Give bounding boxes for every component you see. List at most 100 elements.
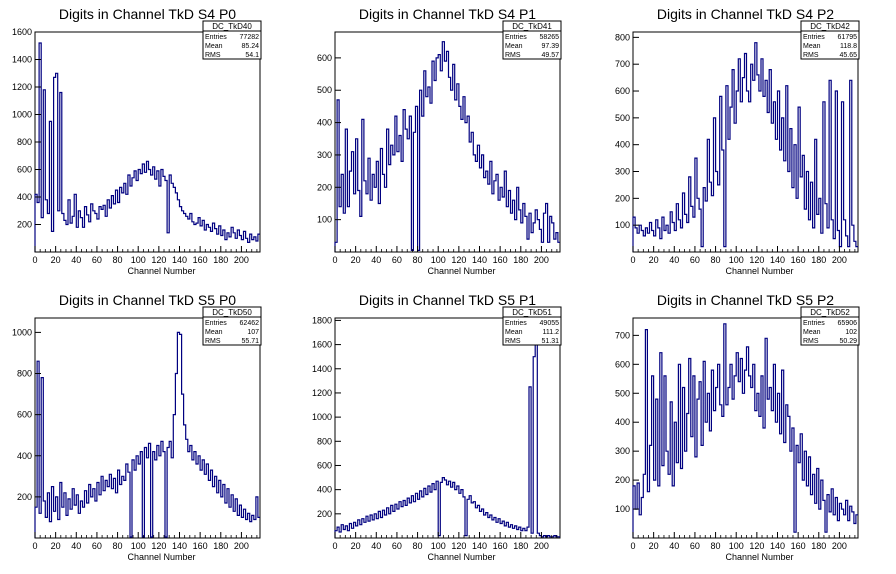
y-tick-label: 400 <box>17 192 32 202</box>
x-tick-label: 60 <box>92 255 102 265</box>
x-tick-label: 140 <box>172 255 187 265</box>
stats-entries-value: 62462 <box>240 320 260 327</box>
stats-mean-value: 102 <box>845 329 857 336</box>
x-axis-label: Channel Number <box>725 266 793 276</box>
x-tick-label: 0 <box>630 255 635 265</box>
x-tick-label: 180 <box>811 541 826 551</box>
x-axis-label: Channel Number <box>725 552 793 562</box>
stats-entries-label: Entries <box>803 34 825 41</box>
y-tick-label: 600 <box>317 53 332 63</box>
x-tick-label: 180 <box>213 255 228 265</box>
x-tick-label: 100 <box>431 255 446 265</box>
x-tick-label: 80 <box>413 541 423 551</box>
x-tick-label: 100 <box>131 255 146 265</box>
x-axis-label: Channel Number <box>427 552 495 562</box>
stats-box: DC_TkD42 Entries 61795 Mean 118.8 RMS 45.65 <box>800 20 860 60</box>
x-tick-label: 0 <box>332 255 337 265</box>
stats-rms-value: 54.1 <box>245 52 259 59</box>
x-tick-label: 180 <box>513 255 528 265</box>
stats-rms-label: RMS <box>205 52 221 59</box>
x-tick-label: 0 <box>32 541 37 551</box>
panel-title: Digits in Channel TkD S5 P1 <box>359 292 536 308</box>
y-tick-label: 100 <box>317 215 332 225</box>
histogram-series-line <box>334 341 560 538</box>
y-tick-label: 600 <box>17 165 32 175</box>
x-tick-label: 140 <box>472 255 487 265</box>
stats-mean-label: Mean <box>205 43 223 50</box>
stats-entries-value: 61795 <box>838 34 858 41</box>
x-tick-label: 0 <box>332 541 337 551</box>
histogram-panel-5: Digits in Channel TkD S5 P1 0 20 40 60 80 100 1… <box>312 292 562 562</box>
x-tick-label: 160 <box>493 255 508 265</box>
x-tick-label: 200 <box>832 255 847 265</box>
stats-rms-label: RMS <box>803 338 819 345</box>
stats-mean-value: 97.39 <box>541 43 559 50</box>
stats-rms-label: RMS <box>505 52 521 59</box>
x-tick-label: 160 <box>193 541 208 551</box>
x-tick-label: 80 <box>113 255 123 265</box>
y-tick-label: 1600 <box>312 340 332 350</box>
x-tick-label: 40 <box>71 541 81 551</box>
plot-frame <box>334 317 561 539</box>
panel-title: Digits in Channel TkD S4 P2 <box>657 6 834 22</box>
stats-entries-label: Entries <box>505 34 527 41</box>
stats-rms-value: 55.71 <box>241 338 259 345</box>
stats-entries-value: 49055 <box>540 320 560 327</box>
y-tick-label: 1400 <box>312 364 332 374</box>
y-tick-label: 500 <box>317 85 332 95</box>
histogram-series-line <box>334 41 560 252</box>
y-tick-label: 600 <box>17 410 32 420</box>
y-tick-label: 1200 <box>12 82 32 92</box>
x-tick-label: 200 <box>832 541 847 551</box>
x-tick-label: 120 <box>151 541 166 551</box>
stats-mean-label: Mean <box>803 43 821 50</box>
stats-box: DC_TkD52 Entries 65906 Mean 102 RMS 50.29 <box>800 306 860 346</box>
x-tick-label: 40 <box>371 255 381 265</box>
histogram-series-line <box>632 42 858 252</box>
stats-box-frame <box>800 20 860 60</box>
y-tick-label: 100 <box>615 220 630 230</box>
stats-entries-label: Entries <box>803 320 825 327</box>
plot-frame <box>34 317 261 539</box>
stats-box: DC_TkD51 Entries 49055 Mean 111.2 RMS 51.31 <box>502 306 562 346</box>
x-tick-label: 140 <box>770 541 785 551</box>
x-tick-label: 40 <box>371 541 381 551</box>
x-tick-label: 80 <box>711 255 721 265</box>
y-tick-label: 800 <box>17 137 32 147</box>
stats-mean-label: Mean <box>803 329 821 336</box>
stats-box-frame <box>800 306 860 346</box>
histogram-panel-3: Digits in Channel TkD S4 P2 0 20 40 60 80 100 1… <box>615 6 860 276</box>
stats-mean-value: 107 <box>247 329 259 336</box>
stats-entries-label: Entries <box>505 320 527 327</box>
x-tick-label: 100 <box>131 541 146 551</box>
y-tick-label: 200 <box>17 492 32 502</box>
x-tick-label: 180 <box>811 255 826 265</box>
x-tick-label: 40 <box>669 255 679 265</box>
y-tick-label: 200 <box>317 182 332 192</box>
x-tick-label: 100 <box>729 255 744 265</box>
x-tick-label: 140 <box>172 541 187 551</box>
x-tick-label: 20 <box>351 255 361 265</box>
y-tick-label: 800 <box>317 436 332 446</box>
x-tick-label: 160 <box>791 541 806 551</box>
y-tick-label: 1000 <box>12 110 32 120</box>
y-tick-label: 200 <box>615 475 630 485</box>
x-tick-label: 60 <box>392 255 402 265</box>
x-axis-label: Channel Number <box>427 266 495 276</box>
stats-name: DC_TkD41 <box>512 22 552 31</box>
x-tick-label: 20 <box>649 255 659 265</box>
y-tick-label: 1200 <box>312 388 332 398</box>
stats-rms-value: 51.31 <box>541 338 559 345</box>
y-tick-label: 300 <box>317 150 332 160</box>
y-tick-label: 100 <box>615 504 630 514</box>
x-tick-label: 40 <box>669 541 679 551</box>
stats-mean-label: Mean <box>205 329 223 336</box>
stats-mean-label: Mean <box>505 43 523 50</box>
stats-name: DC_TkD42 <box>810 22 850 31</box>
stats-rms-value: 50.29 <box>839 338 857 345</box>
y-tick-label: 600 <box>615 86 630 96</box>
y-tick-label: 1000 <box>312 412 332 422</box>
y-tick-label: 1600 <box>12 27 32 37</box>
